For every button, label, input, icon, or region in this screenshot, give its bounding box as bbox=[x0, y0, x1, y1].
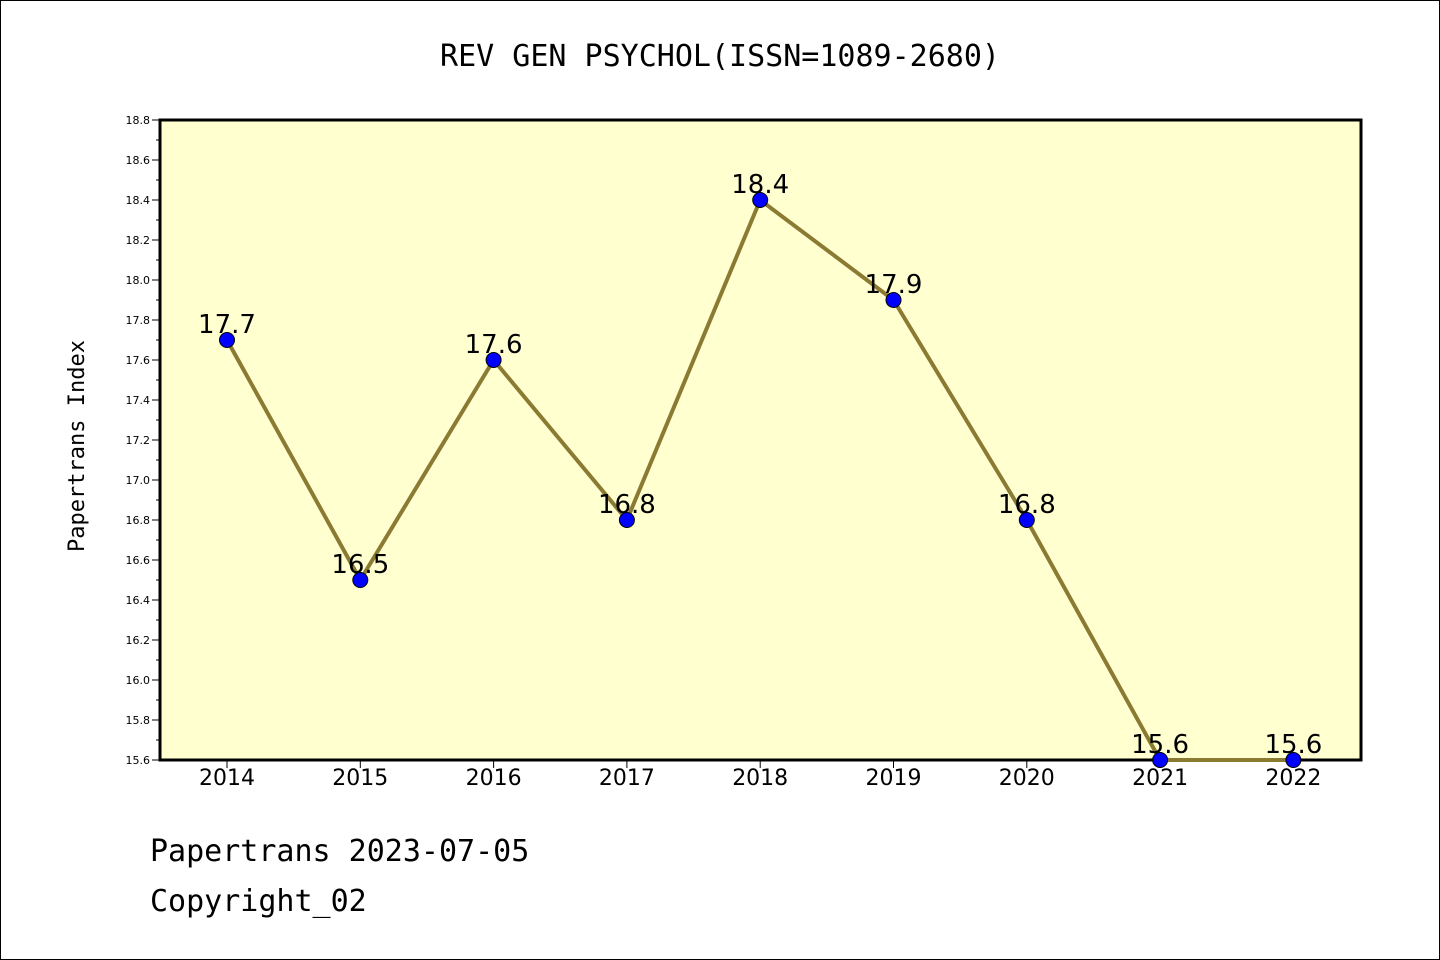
data-point-2019 bbox=[885, 292, 902, 308]
y-tick-label: 17.0 bbox=[126, 474, 151, 487]
data-label-2022: 15.6 bbox=[1264, 730, 1322, 760]
y-tick-label: 16.0 bbox=[126, 674, 151, 687]
y-axis-label: Papertrans Index bbox=[65, 340, 90, 552]
data-label-2017: 16.8 bbox=[598, 490, 656, 520]
data-point-2020 bbox=[1018, 512, 1035, 528]
y-tick-label: 17.8 bbox=[126, 314, 151, 327]
y-tick-label: 16.6 bbox=[126, 554, 151, 567]
data-point-2021 bbox=[1152, 752, 1169, 768]
x-tick-label: 2020 bbox=[999, 766, 1055, 791]
data-label-2020: 16.8 bbox=[998, 490, 1056, 520]
data-labels: 17.7 16.5 17.6 16.8 18.4 17.9 16.8 15.6 15.6 bbox=[198, 170, 1322, 760]
y-tick-label: 17.4 bbox=[126, 394, 151, 407]
y-tick-label: 15.8 bbox=[126, 714, 151, 727]
y-axis: 15.6 15.8 16.0 16.2 16.4 16.6 16.8 17.0 17.2 17.4… bbox=[126, 114, 160, 767]
x-axis: 2014 2015 2016 2017 2018 2019 2020 2021 2022 bbox=[199, 760, 1321, 791]
data-point-2014 bbox=[219, 332, 235, 348]
y-tick-label: 15.6 bbox=[126, 754, 151, 767]
x-tick-label: 2019 bbox=[866, 766, 922, 791]
data-point-2022 bbox=[1285, 752, 1302, 768]
y-tick-label: 17.2 bbox=[126, 434, 151, 447]
data-label-2019: 17.9 bbox=[865, 270, 923, 300]
x-tick-label: 2014 bbox=[199, 766, 255, 791]
y-tick-label: 16.4 bbox=[126, 594, 151, 607]
y-tick-label: 17.6 bbox=[126, 354, 151, 367]
data-label-2018: 18.4 bbox=[731, 170, 789, 200]
y-tick-label: 16.2 bbox=[126, 634, 151, 647]
chart-title: REV GEN PSYCHOL(ISSN=1089-2680) bbox=[440, 39, 1000, 74]
x-tick-label: 2015 bbox=[332, 766, 388, 791]
x-tick-label: 2021 bbox=[1132, 766, 1188, 791]
data-point-2017 bbox=[618, 512, 635, 528]
y-tick-label: 16.8 bbox=[126, 514, 151, 527]
y-tick-label: 18.4 bbox=[126, 194, 151, 207]
series-papertrans-index bbox=[219, 192, 1302, 768]
data-point-2016 bbox=[485, 352, 502, 368]
footer-date: Papertrans 2023-07-05 bbox=[150, 834, 530, 869]
data-label-2014: 17.7 bbox=[198, 310, 256, 340]
x-tick-label: 2017 bbox=[599, 766, 655, 791]
y-tick-label: 18.6 bbox=[126, 154, 151, 167]
data-label-2016: 17.6 bbox=[465, 330, 523, 360]
data-point-2015 bbox=[352, 572, 369, 588]
data-label-2021: 15.6 bbox=[1131, 730, 1189, 760]
x-tick-label: 2018 bbox=[732, 766, 788, 791]
data-label-2015: 16.5 bbox=[331, 550, 389, 580]
y-tick-label: 18.0 bbox=[126, 274, 151, 287]
y-tick-label: 18.8 bbox=[126, 114, 151, 127]
x-tick-label: 2022 bbox=[1265, 766, 1321, 791]
footer-copyright: Copyright_02 bbox=[150, 884, 367, 919]
data-point-2018 bbox=[752, 192, 769, 208]
x-tick-label: 2016 bbox=[466, 766, 522, 791]
plot-area bbox=[158, 118, 1363, 762]
y-tick-label: 18.2 bbox=[126, 234, 151, 247]
